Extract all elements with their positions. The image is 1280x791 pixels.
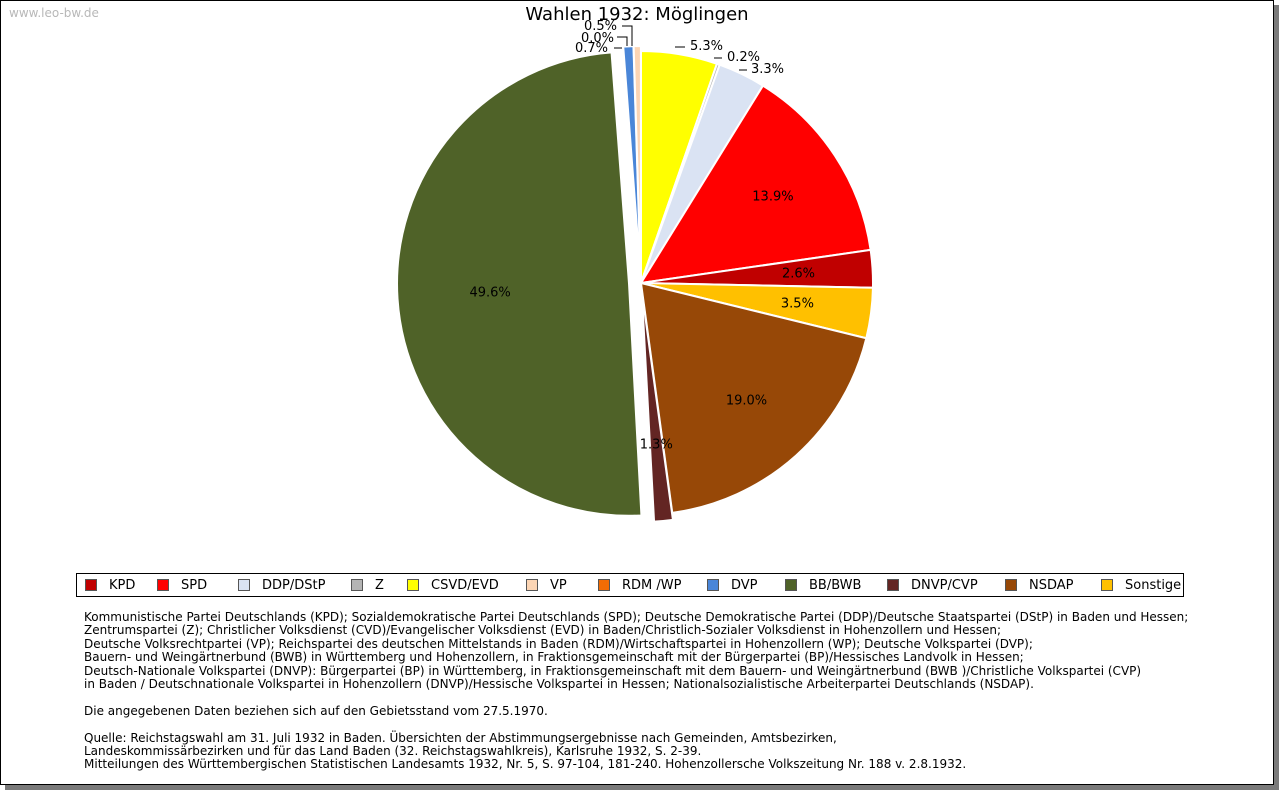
legend-item-rdm-wp: RDM /WP [598,577,682,593]
pie-slice-spd [639,84,872,285]
legend-item-vp: VP [526,577,567,593]
pie-slice-dnvp-cvp [640,289,675,523]
slice-label-spd: 13.9% [752,190,793,205]
legend-label: Sonstige [1125,577,1182,593]
legend-label: SPD [181,577,208,593]
source-line: Landeskommissärbezirken und für das Land… [84,744,702,759]
slice-label-vp: 0.5% [584,19,617,34]
slice-label-z: 0.2% [727,50,760,65]
slice-label-dnvp-cvp: 1.3% [640,438,673,453]
notes: Kommunistische Partei Deutschlands (KPD)… [84,610,1189,772]
notes-line: Zentrumspartei (Z); Christlicher Volksdi… [84,623,1002,638]
legend-swatch [526,579,538,591]
legend-swatch [598,579,610,591]
legend-item-z: Z [351,577,384,593]
slice-label-nsdap: 19.0% [726,393,767,408]
legend-swatch [407,579,419,591]
legend-item-csvd-evd: CSVD/EVD [407,577,499,593]
legend-swatch [707,579,719,591]
leader-line-rdm-wp [617,36,628,46]
legend-label: VP [550,577,567,593]
legend-item-spd: SPD [157,577,208,593]
legend-label: DNVP/CVP [911,577,978,593]
pie-slice-nsdap [639,281,868,515]
legend-label: KPD [109,577,136,593]
legend-swatch [85,579,97,591]
notes-line: Bauern- und Weingärtnerbund (BWB) in Wür… [84,650,1024,665]
chart-title: Wahlen 1932: Möglingen [525,4,749,25]
notes-line: Deutsch-Nationale Volkspartei (DNVP): Bü… [84,663,1142,678]
legend-item-bb-bwb: BB/BWB [785,577,862,593]
legend-swatch [1005,579,1017,591]
legend-item-dnvp-cvp: DNVP/CVP [887,577,978,593]
legend-swatch [1101,579,1113,591]
legend-swatch [351,579,363,591]
legend-swatch [785,579,797,591]
legend-item-ddp-dstp: DDP/DStP [238,577,326,593]
slice-label-rdm-wp: 0.0% [581,31,614,46]
legend-swatch [887,579,899,591]
legend-label: Z [375,577,384,593]
source-line: Mitteilungen des Württembergischen Stati… [84,757,967,772]
legend-item-dvp: DVP [707,577,758,593]
legend-swatch [238,579,250,591]
pie-chart: 5.3% 0.2%3.3% 13.9% 2.6% 3.5% 19.0% 1.3% 49.6% 0… [396,19,874,523]
slice-label-bb-bwb: 49.6% [469,286,510,301]
legend-swatch [157,579,169,591]
slice-label-dvp: 0.7% [575,41,608,56]
legend-item-nsdap: NSDAP [1005,577,1074,593]
legend-item-kpd: KPD [85,577,136,593]
watermark: www.leo-bw.de [9,6,99,20]
legend-label: DDP/DStP [262,577,326,593]
leader-line-vp [622,25,633,46]
notes-line: Kommunistische Partei Deutschlands (KPD)… [84,610,1189,624]
legend-label: NSDAP [1029,577,1074,593]
pie-slice-vp [632,45,642,279]
legend-label: DVP [731,577,758,593]
notes-line: Deutsche Volksrechtpartei (VP); Reichspa… [84,636,1033,651]
slice-label-kpd: 2.6% [782,266,815,281]
legend-label: BB/BWB [809,577,862,593]
source-line: Quelle: Reichstagswahl am 31. Juli 1932 … [84,730,837,745]
territory-note: Die angegebenen Daten beziehen sich auf … [84,703,548,718]
legend-item-sonstige: Sonstige [1101,577,1182,593]
slice-label-sonstige: 3.5% [781,297,814,312]
slice-label-csvd-evd: 5.3% [690,39,723,54]
legend-label: CSVD/EVD [431,577,499,593]
legend: KPD SPD DDP/DStP Z CSVD/EVD VP RDM /WP DVP BB/BW… [76,573,1184,597]
notes-line: in Baden / Deutschnationale Volkspartei … [84,677,1034,692]
legend-label: RDM /WP [622,577,682,593]
slice-label-ddp-dstp: 3.3% [751,62,784,77]
pie-slice-bb-bwb [396,51,643,517]
